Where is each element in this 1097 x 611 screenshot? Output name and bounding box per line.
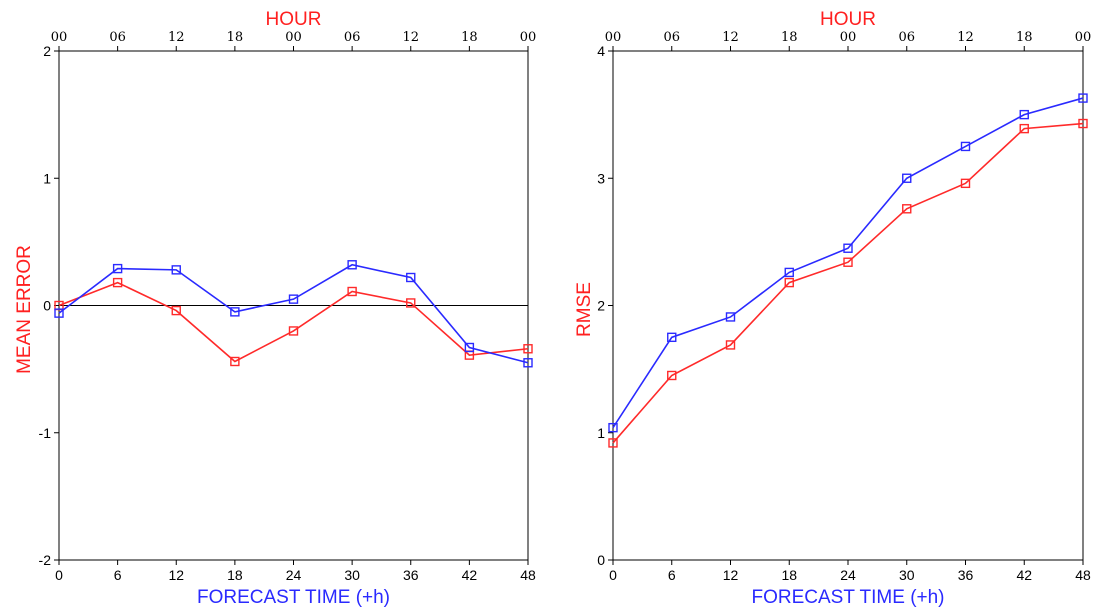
x-tick-label: 6 [668, 567, 676, 583]
data-point [667, 332, 677, 343]
y-tick-label: 4 [597, 43, 605, 59]
data-point [54, 308, 64, 318]
x-tick-label: 48 [520, 567, 536, 583]
y-tick-label: 0 [597, 552, 605, 568]
data-point [406, 272, 416, 283]
x-tick-label: 48 [1075, 567, 1091, 583]
data-point [1019, 109, 1029, 120]
x-tick-label: 12 [723, 567, 739, 583]
data-point [843, 243, 853, 253]
x-tick-label: 18 [227, 567, 243, 583]
top-x-tick-label: 18 [227, 30, 244, 45]
data-point [843, 257, 853, 267]
data-point [230, 356, 240, 367]
top-x-tick-label: 12 [957, 30, 974, 45]
data-point [1019, 123, 1029, 134]
data-point [523, 358, 533, 368]
y-tick-label: 0 [43, 298, 51, 314]
data-point [960, 178, 971, 189]
x-tick-label: 36 [403, 567, 419, 583]
data-point [1078, 118, 1088, 129]
x-tick-label: 0 [609, 567, 617, 583]
series-line [612, 97, 1084, 429]
x-tick-label: 12 [168, 567, 184, 583]
data-point [725, 340, 736, 350]
series-line [58, 263, 529, 364]
top-x-tick-label: 12 [722, 30, 739, 45]
y-tick-label: 3 [597, 170, 605, 186]
data-point [347, 260, 357, 270]
data-point [608, 438, 618, 448]
y-tick-label: 2 [597, 298, 605, 314]
y-tick-label: 1 [597, 425, 605, 441]
data-point [464, 342, 475, 353]
x-tick-label: 6 [114, 567, 122, 583]
top-x-tick-label: 00 [285, 30, 302, 45]
data-point [667, 370, 677, 381]
data-point [725, 312, 736, 322]
series-line [58, 281, 529, 363]
data-point [608, 422, 618, 433]
x-tick-label: 0 [55, 567, 63, 583]
mean-error-chart: 0006061212181824003006361242184800-2-101… [14, 9, 536, 608]
data-point [902, 173, 912, 183]
top-x-tick-label: 12 [168, 30, 185, 45]
x-tick-label: 30 [899, 567, 915, 583]
data-point [784, 267, 794, 278]
rmse-chart: 000606121218182400300636124218480001234H… [574, 9, 1091, 608]
data-point [288, 294, 299, 304]
x-tick-label: 36 [958, 567, 974, 583]
top-x-tick-label: 00 [605, 30, 622, 45]
top-x-tick-label: 00 [1075, 30, 1092, 45]
y-axis-title: MEAN ERROR [14, 245, 35, 374]
y-tick-label: 1 [43, 170, 51, 186]
data-point [523, 344, 533, 354]
top-axis-title: HOUR [266, 9, 322, 30]
top-x-tick-label: 12 [402, 30, 419, 45]
x-tick-label: 42 [1016, 567, 1032, 583]
top-x-tick-label: 18 [781, 30, 798, 45]
data-point [902, 204, 912, 214]
top-x-tick-label: 06 [344, 30, 361, 45]
top-x-tick-label: 06 [663, 30, 680, 45]
data-point [171, 305, 181, 316]
x-tick-label: 30 [344, 567, 360, 583]
y-tick-label: -1 [39, 425, 52, 441]
top-x-tick-label: 06 [109, 30, 126, 45]
data-point [171, 265, 181, 275]
data-point [112, 263, 123, 274]
top-x-tick-label: 18 [1016, 30, 1033, 45]
top-x-tick-label: 18 [461, 30, 478, 45]
series-line [612, 122, 1084, 444]
data-point [288, 326, 299, 336]
data-point [347, 286, 357, 297]
x-tick-label: 42 [462, 567, 478, 583]
top-x-tick-label: 00 [520, 30, 537, 45]
x-tick-label: 24 [840, 567, 856, 583]
y-tick-label: 2 [43, 43, 51, 59]
top-x-tick-label: 00 [840, 30, 857, 45]
top-x-tick-label: 00 [51, 30, 68, 45]
data-point [1078, 93, 1088, 103]
top-x-tick-label: 06 [898, 30, 915, 45]
data-point [230, 307, 240, 317]
plot-frame [612, 50, 1084, 561]
y-axis-title: RMSE [574, 282, 595, 337]
y-tick-label: -2 [39, 552, 52, 568]
data-point [112, 277, 123, 288]
x-axis-title: FORECAST TIME (+h) [197, 587, 390, 608]
x-tick-label: 24 [286, 567, 302, 583]
data-point [406, 298, 416, 308]
top-axis-title: HOUR [820, 9, 876, 30]
data-point [784, 277, 794, 288]
x-axis-title: FORECAST TIME (+h) [751, 587, 944, 608]
x-tick-label: 18 [781, 567, 797, 583]
data-point [960, 141, 971, 152]
